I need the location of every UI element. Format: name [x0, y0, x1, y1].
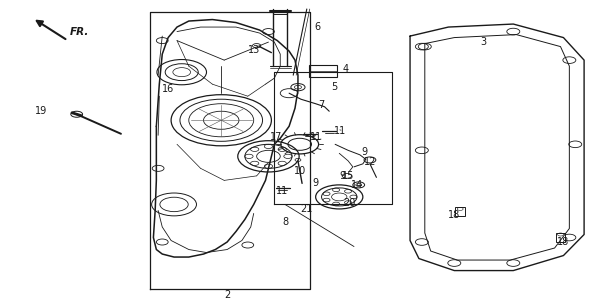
- Text: 16: 16: [162, 84, 174, 94]
- Text: 15: 15: [342, 171, 354, 181]
- Text: 18: 18: [448, 210, 460, 220]
- Text: 8: 8: [282, 217, 288, 228]
- Text: 9: 9: [313, 178, 319, 188]
- Text: 4: 4: [342, 64, 348, 74]
- Text: 2: 2: [224, 290, 230, 299]
- Text: 13: 13: [248, 45, 260, 54]
- Bar: [556, 233, 565, 242]
- Text: 9: 9: [361, 147, 367, 157]
- Text: 19: 19: [35, 106, 47, 116]
- Bar: [455, 207, 465, 216]
- Text: 17: 17: [270, 132, 282, 142]
- Text: 21: 21: [301, 204, 313, 214]
- Text: 10: 10: [294, 166, 306, 176]
- Text: 5: 5: [332, 82, 337, 92]
- Text: 11: 11: [310, 132, 322, 142]
- Text: 11: 11: [276, 186, 288, 196]
- Text: 7: 7: [319, 100, 324, 110]
- Text: 20: 20: [344, 198, 356, 208]
- Text: 12: 12: [364, 157, 376, 167]
- Text: FR.: FR.: [70, 26, 89, 36]
- Text: 14: 14: [352, 180, 363, 190]
- Bar: [309, 65, 337, 77]
- Text: 18: 18: [558, 237, 569, 247]
- Text: 6: 6: [314, 22, 320, 32]
- Text: 11: 11: [334, 126, 346, 136]
- Text: 3: 3: [481, 37, 487, 47]
- Text: 9: 9: [339, 171, 345, 181]
